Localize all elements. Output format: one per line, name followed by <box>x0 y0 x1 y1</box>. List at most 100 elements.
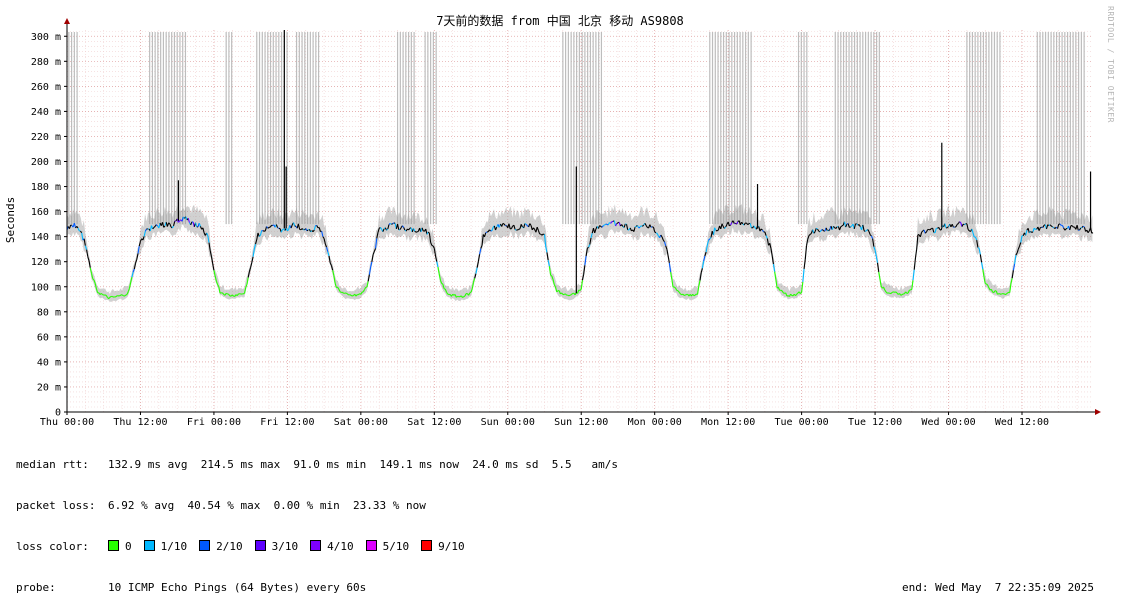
median-segment <box>268 227 269 228</box>
x-tick-label: Tue 12:00 <box>848 417 902 428</box>
median-segment <box>169 223 170 224</box>
median-segment <box>302 229 303 230</box>
median-segment <box>1001 294 1002 295</box>
probe-row: probe:10 ICMP Echo Pings (64 Bytes) ever… <box>16 581 1116 595</box>
median-segment <box>103 295 104 296</box>
median-segment <box>982 262 983 269</box>
median-segment <box>350 295 351 296</box>
median-segment <box>116 296 117 297</box>
packet-loss-values: 6.92 % avg 40.54 % max 0.00 % min 23.33 … <box>108 499 426 512</box>
x-tick-label: Mon 00:00 <box>628 417 682 428</box>
chart-title: 7天前的数据 from 中国 北京 移动 AS9808 <box>436 13 684 28</box>
median-segment <box>486 232 487 233</box>
x-axis-ticks: Thu 00:00 Thu 12:00 Fri 00:00 Fri 12:00 Sat … <box>40 412 1049 428</box>
median-segment <box>668 256 669 263</box>
y-tick-label: 180 m <box>31 182 61 193</box>
y-tick-label: 80 m <box>37 307 61 318</box>
median-segment <box>568 295 569 296</box>
median-segment <box>352 295 353 296</box>
median-segment <box>957 224 958 225</box>
rrdtool-watermark: RRDTOOL / TOBI OETIKER <box>1106 6 1115 123</box>
loss-color-label: loss color: <box>16 540 108 554</box>
median-segment <box>1066 228 1067 229</box>
median-segment <box>456 296 457 297</box>
median-segment <box>438 267 439 274</box>
median-segment <box>667 249 668 256</box>
median-segment <box>263 231 264 232</box>
median-segment <box>287 230 288 231</box>
median-segment <box>525 223 526 224</box>
loss-color-item-label: 4/10 <box>327 540 354 553</box>
median-segment <box>913 270 914 280</box>
median-segment <box>617 223 618 224</box>
x-tick-label: Thu 00:00 <box>40 417 94 428</box>
median-segment <box>570 295 571 296</box>
median-segment <box>902 294 903 295</box>
median-segment <box>805 246 806 260</box>
median-segment <box>841 226 842 227</box>
x-tick-label: Fri 12:00 <box>260 417 314 428</box>
loss-color-swatch <box>144 540 155 551</box>
y-tick-label: 140 m <box>31 232 61 243</box>
y-axis-label: Seconds <box>4 197 17 243</box>
loss-color-swatch <box>199 540 210 551</box>
loss-color-swatch <box>310 540 321 551</box>
median-segment <box>1004 294 1005 295</box>
median-segment <box>112 296 113 297</box>
median-segment <box>669 263 670 272</box>
y-tick-label: 160 m <box>31 207 61 218</box>
y-tick-label: 100 m <box>31 282 61 293</box>
y-tick-label: 260 m <box>31 82 61 93</box>
median-segment <box>685 294 686 295</box>
median-segment <box>1092 233 1093 234</box>
x-tick-label: Sun 12:00 <box>554 417 608 428</box>
median-segment <box>462 297 463 298</box>
median-segment <box>519 229 520 230</box>
x-tick-label: Fri 00:00 <box>187 417 241 428</box>
median-segment <box>604 224 605 225</box>
x-tick-label: Sat 12:00 <box>407 417 461 428</box>
median-segment <box>518 229 519 230</box>
legend: median rtt:132.9 ms avg 214.5 ms max 91.… <box>16 431 1116 608</box>
loss-color-item: 5/10 <box>366 540 410 553</box>
median-segment <box>603 225 604 226</box>
y-axis-arrow <box>64 18 70 24</box>
median-segment <box>515 229 516 230</box>
median-segment <box>635 226 636 227</box>
loss-color-swatch <box>255 540 266 551</box>
x-tick-label: Wed 00:00 <box>921 417 975 428</box>
x-tick-label: Wed 12:00 <box>995 417 1049 428</box>
median-segment <box>998 294 999 295</box>
packet-loss-row: packet loss:6.92 % avg 40.54 % max 0.00 … <box>16 499 1116 513</box>
median-segment <box>362 292 363 293</box>
loss-color-item: 1/10 <box>144 540 188 553</box>
median-segment <box>394 223 395 224</box>
median-segment <box>351 295 352 296</box>
probe-label: probe: <box>16 581 108 595</box>
median-segment <box>1032 232 1033 233</box>
median-segment <box>842 225 843 226</box>
median-segment <box>464 296 465 297</box>
packet-loss-label: packet loss: <box>16 499 108 513</box>
median-segment <box>125 295 126 296</box>
median-segment <box>880 279 881 286</box>
x-tick-label: Thu 12:00 <box>113 417 167 428</box>
median-segment <box>802 282 803 292</box>
loss-color-item-label: 3/10 <box>272 540 299 553</box>
median-segment <box>122 295 123 296</box>
loss-color-item: 4/10 <box>310 540 354 553</box>
loss-color-item-label: 5/10 <box>383 540 410 553</box>
median-segment <box>775 272 776 280</box>
median-segment <box>120 295 121 296</box>
median-segment <box>783 293 784 294</box>
median-segment <box>391 224 392 225</box>
end-timestamp: end: Wed May 7 22:35:09 2025 <box>902 581 1094 595</box>
loss-color-item-label: 9/10 <box>438 540 465 553</box>
median-segment <box>372 255 373 262</box>
y-tick-label: 220 m <box>31 132 61 143</box>
y-tick-label: 60 m <box>37 332 61 343</box>
median-segment <box>264 231 265 232</box>
